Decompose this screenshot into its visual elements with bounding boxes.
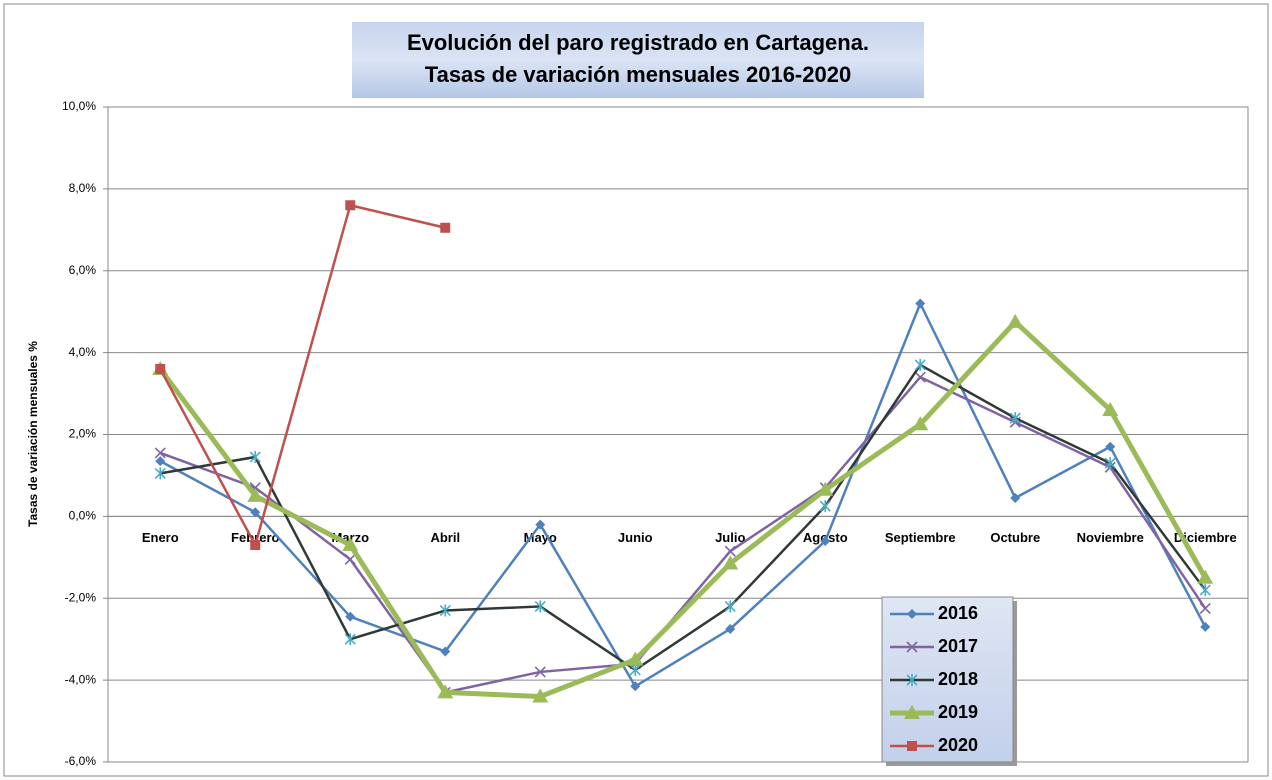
y-tick-label: 0,0% [69, 509, 97, 523]
marker [342, 537, 359, 552]
marker [1197, 569, 1214, 584]
marker [907, 609, 917, 619]
marker [915, 298, 926, 309]
x-tick-label: Abril [430, 530, 460, 545]
series [155, 200, 451, 551]
marker [817, 481, 834, 496]
marker [439, 604, 451, 617]
legend-label: 2017 [938, 636, 978, 656]
marker [1007, 313, 1024, 328]
marker [724, 545, 736, 557]
series-line [159, 375, 1207, 694]
marker [907, 741, 917, 751]
marker [1009, 412, 1021, 425]
y-tick-label: 4,0% [69, 345, 97, 359]
x-tick-label: Noviembre [1077, 530, 1144, 545]
marker [345, 200, 356, 211]
marker [440, 222, 451, 233]
x-tick-label: Junio [618, 530, 653, 545]
x-tick-label: Julio [715, 530, 745, 545]
marker [534, 666, 546, 678]
x-tick-label: Diciembre [1174, 530, 1237, 545]
legend: 2016 2017 2018 2019 2020 [881, 596, 1017, 766]
chart-border [3, 3, 1269, 777]
y-tick-label: -6,0% [65, 754, 97, 768]
marker [724, 600, 736, 613]
y-tick-label: -4,0% [65, 672, 97, 686]
marker [914, 371, 926, 383]
marker [912, 416, 929, 431]
marker [250, 540, 261, 551]
marker [155, 364, 166, 374]
y-tick-label: 2,0% [69, 427, 97, 441]
marker [914, 358, 926, 371]
y-tick-label: -2,0% [65, 590, 97, 604]
series-group [152, 200, 1214, 703]
x-tick-label: Septiembre [885, 530, 956, 545]
marker [249, 451, 261, 464]
marker [534, 600, 546, 613]
series-line [159, 204, 446, 547]
marker [629, 663, 641, 676]
x-tick-label: Enero [142, 530, 179, 545]
marker [1010, 492, 1021, 503]
marker [154, 447, 166, 459]
series [154, 358, 1211, 676]
marker [345, 611, 356, 622]
x-tick-label: Octubre [990, 530, 1040, 545]
marker [1200, 621, 1211, 632]
marker [535, 519, 546, 530]
marker [819, 500, 831, 513]
series-line [158, 319, 1208, 699]
marker [627, 651, 644, 666]
marker [906, 674, 918, 686]
marker [1104, 457, 1116, 470]
marker [1199, 602, 1211, 615]
marker [722, 555, 739, 570]
marker [725, 623, 736, 634]
y-tick-label: 10,0% [62, 99, 96, 113]
y-axis-label: Tasas de variación mensuales % [26, 341, 40, 527]
series [155, 298, 1211, 692]
marker [250, 507, 261, 518]
chart-title: Evolución del paro registrado en Cartage… [407, 30, 869, 55]
series-line [159, 302, 1207, 688]
marker [437, 684, 454, 699]
title-box [352, 22, 924, 98]
y-tick-label: 8,0% [69, 181, 97, 195]
chart-subtitle: Tasas de variación mensuales 2016-2020 [425, 62, 851, 87]
y-tick-label: 6,0% [69, 263, 97, 277]
legend-label: 2018 [938, 669, 978, 689]
grid: -6,0% -4,0% -2,0% 0,0% 2,0% 4,0% 6,0% 8,0% 10,0%… [62, 99, 1249, 768]
series-line [160, 363, 1207, 672]
marker [532, 688, 549, 703]
legend-label: 2016 [938, 603, 978, 623]
legend-label: 2020 [938, 735, 978, 755]
x-tick-label: Febrero [231, 530, 279, 545]
marker [344, 553, 356, 565]
marker [906, 641, 918, 653]
marker [440, 646, 451, 657]
marker [155, 456, 166, 467]
marker [247, 487, 264, 502]
marker [904, 705, 920, 719]
marker [1199, 584, 1211, 597]
marker [630, 681, 641, 692]
marker [1102, 401, 1119, 416]
marker [820, 535, 831, 546]
marker [1105, 441, 1116, 452]
marker [154, 467, 166, 480]
legend-label: 2019 [938, 702, 978, 722]
marker [344, 633, 356, 646]
